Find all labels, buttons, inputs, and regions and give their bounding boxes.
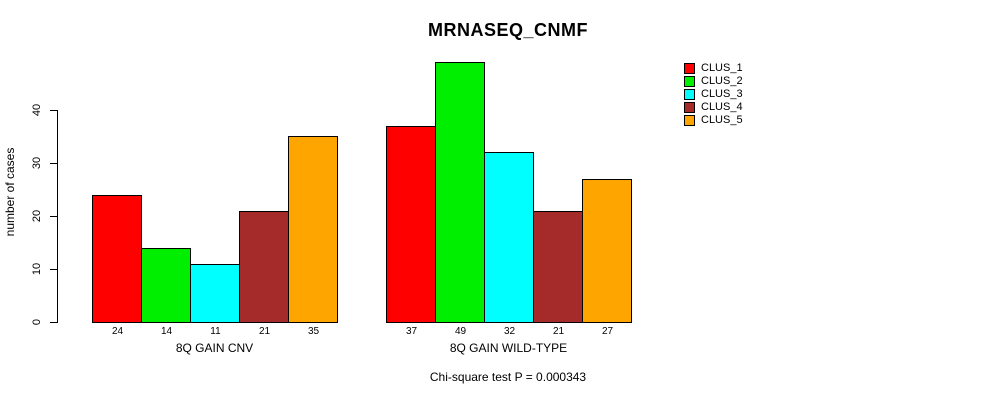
legend-swatch [684,76,695,87]
bar-value-label: 24 [111,326,124,337]
chi-square-annotation: Chi-square test P = 0.000343 [429,370,587,384]
legend-swatch [684,115,695,126]
y-axis-tick-label: 10 [31,262,43,276]
bar [288,136,338,323]
legend-swatch [684,102,695,113]
y-axis-tick [50,322,57,323]
y-axis-tick-label: 20 [31,209,43,223]
bar [435,62,485,323]
bar-value-label: 37 [405,326,418,337]
chart-title: MRNASEQ_CNMF [427,20,588,40]
legend-label: CLUS_1 [701,62,743,74]
legend-label: CLUS_2 [701,75,743,87]
y-axis-tick-label: 30 [31,156,43,170]
bar [239,211,289,323]
bar-value-label: 49 [454,326,467,337]
y-axis-tick [50,269,57,270]
y-axis-tick [50,163,57,164]
bar-value-label: 35 [307,326,320,337]
bar [582,179,632,323]
bar-value-label: 27 [601,326,614,337]
y-axis-line [57,110,58,323]
bar [141,248,191,323]
bar-value-label: 32 [503,326,516,337]
bar-value-label: 21 [258,326,271,337]
bar-value-label: 14 [160,326,173,337]
bar [92,195,142,323]
bar [533,211,583,323]
y-axis-label: number of cases [3,147,17,237]
group-label: 8Q GAIN WILD-TYPE [449,341,568,355]
bar [484,152,534,323]
legend-label: CLUS_3 [701,88,743,100]
y-axis-tick-label: 0 [31,318,43,326]
y-axis-tick [50,110,57,111]
legend-label: CLUS_5 [701,114,743,126]
group-label: 8Q GAIN CNV [175,341,254,355]
y-axis-tick-label: 40 [31,103,43,117]
y-axis-tick [50,216,57,217]
legend-label: CLUS_4 [701,101,743,113]
bar-value-label: 21 [552,326,565,337]
legend-swatch [684,89,695,100]
legend-swatch [684,63,695,74]
bar [386,126,436,323]
bar-value-label: 11 [210,326,221,337]
bar [190,264,240,323]
